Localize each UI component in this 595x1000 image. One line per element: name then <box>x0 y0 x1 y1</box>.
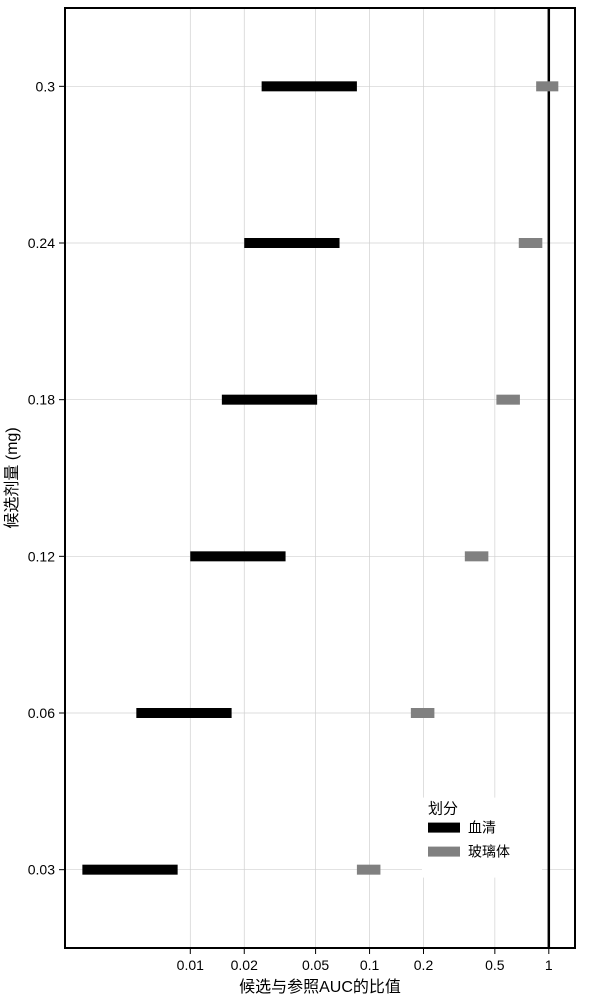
range-bar <box>519 238 543 248</box>
range-bar <box>190 551 285 561</box>
y-tick-label: 0.18 <box>28 392 55 408</box>
x-tick-label: 0.02 <box>231 957 258 973</box>
legend-title: 划分 <box>428 801 458 818</box>
legend-swatch <box>428 847 460 857</box>
y-tick-label: 0.12 <box>28 548 55 564</box>
range-bar <box>82 865 177 875</box>
y-axis-label: 候选剂量 (mg) <box>3 427 21 528</box>
legend-swatch <box>428 823 460 833</box>
y-tick-label: 0.06 <box>28 705 55 721</box>
x-tick-label: 0.05 <box>302 957 329 973</box>
range-bar <box>465 551 489 561</box>
range-bar <box>411 708 435 718</box>
range-bar <box>496 395 520 405</box>
x-tick-label: 0.5 <box>485 957 505 973</box>
range-bar <box>136 708 231 718</box>
y-tick-label: 0.03 <box>28 862 55 878</box>
range-bar <box>357 865 381 875</box>
range-bar <box>222 395 317 405</box>
range-bar <box>262 81 357 91</box>
y-tick-label: 0.3 <box>36 78 56 94</box>
range-bar <box>536 81 558 91</box>
x-tick-label: 0.1 <box>360 957 380 973</box>
legend-item-label: 玻璃体 <box>468 844 510 860</box>
range-bar <box>244 238 339 248</box>
y-tick-label: 0.24 <box>28 235 55 251</box>
legend-item-label: 血清 <box>468 820 496 836</box>
x-tick-label: 0.01 <box>177 957 204 973</box>
x-tick-label: 0.2 <box>414 957 434 973</box>
auc-ratio-chart: 0.01 0.02 0.05 0.1 0.2 0.5 1 候选与参照AUC的比值 0.03 0.0… <box>0 0 595 1000</box>
legend: 划分血清玻璃体 <box>422 798 542 878</box>
x-axis-label: 候选与参照AUC的比值 <box>239 978 401 996</box>
x-tick-label: 1 <box>545 957 553 973</box>
